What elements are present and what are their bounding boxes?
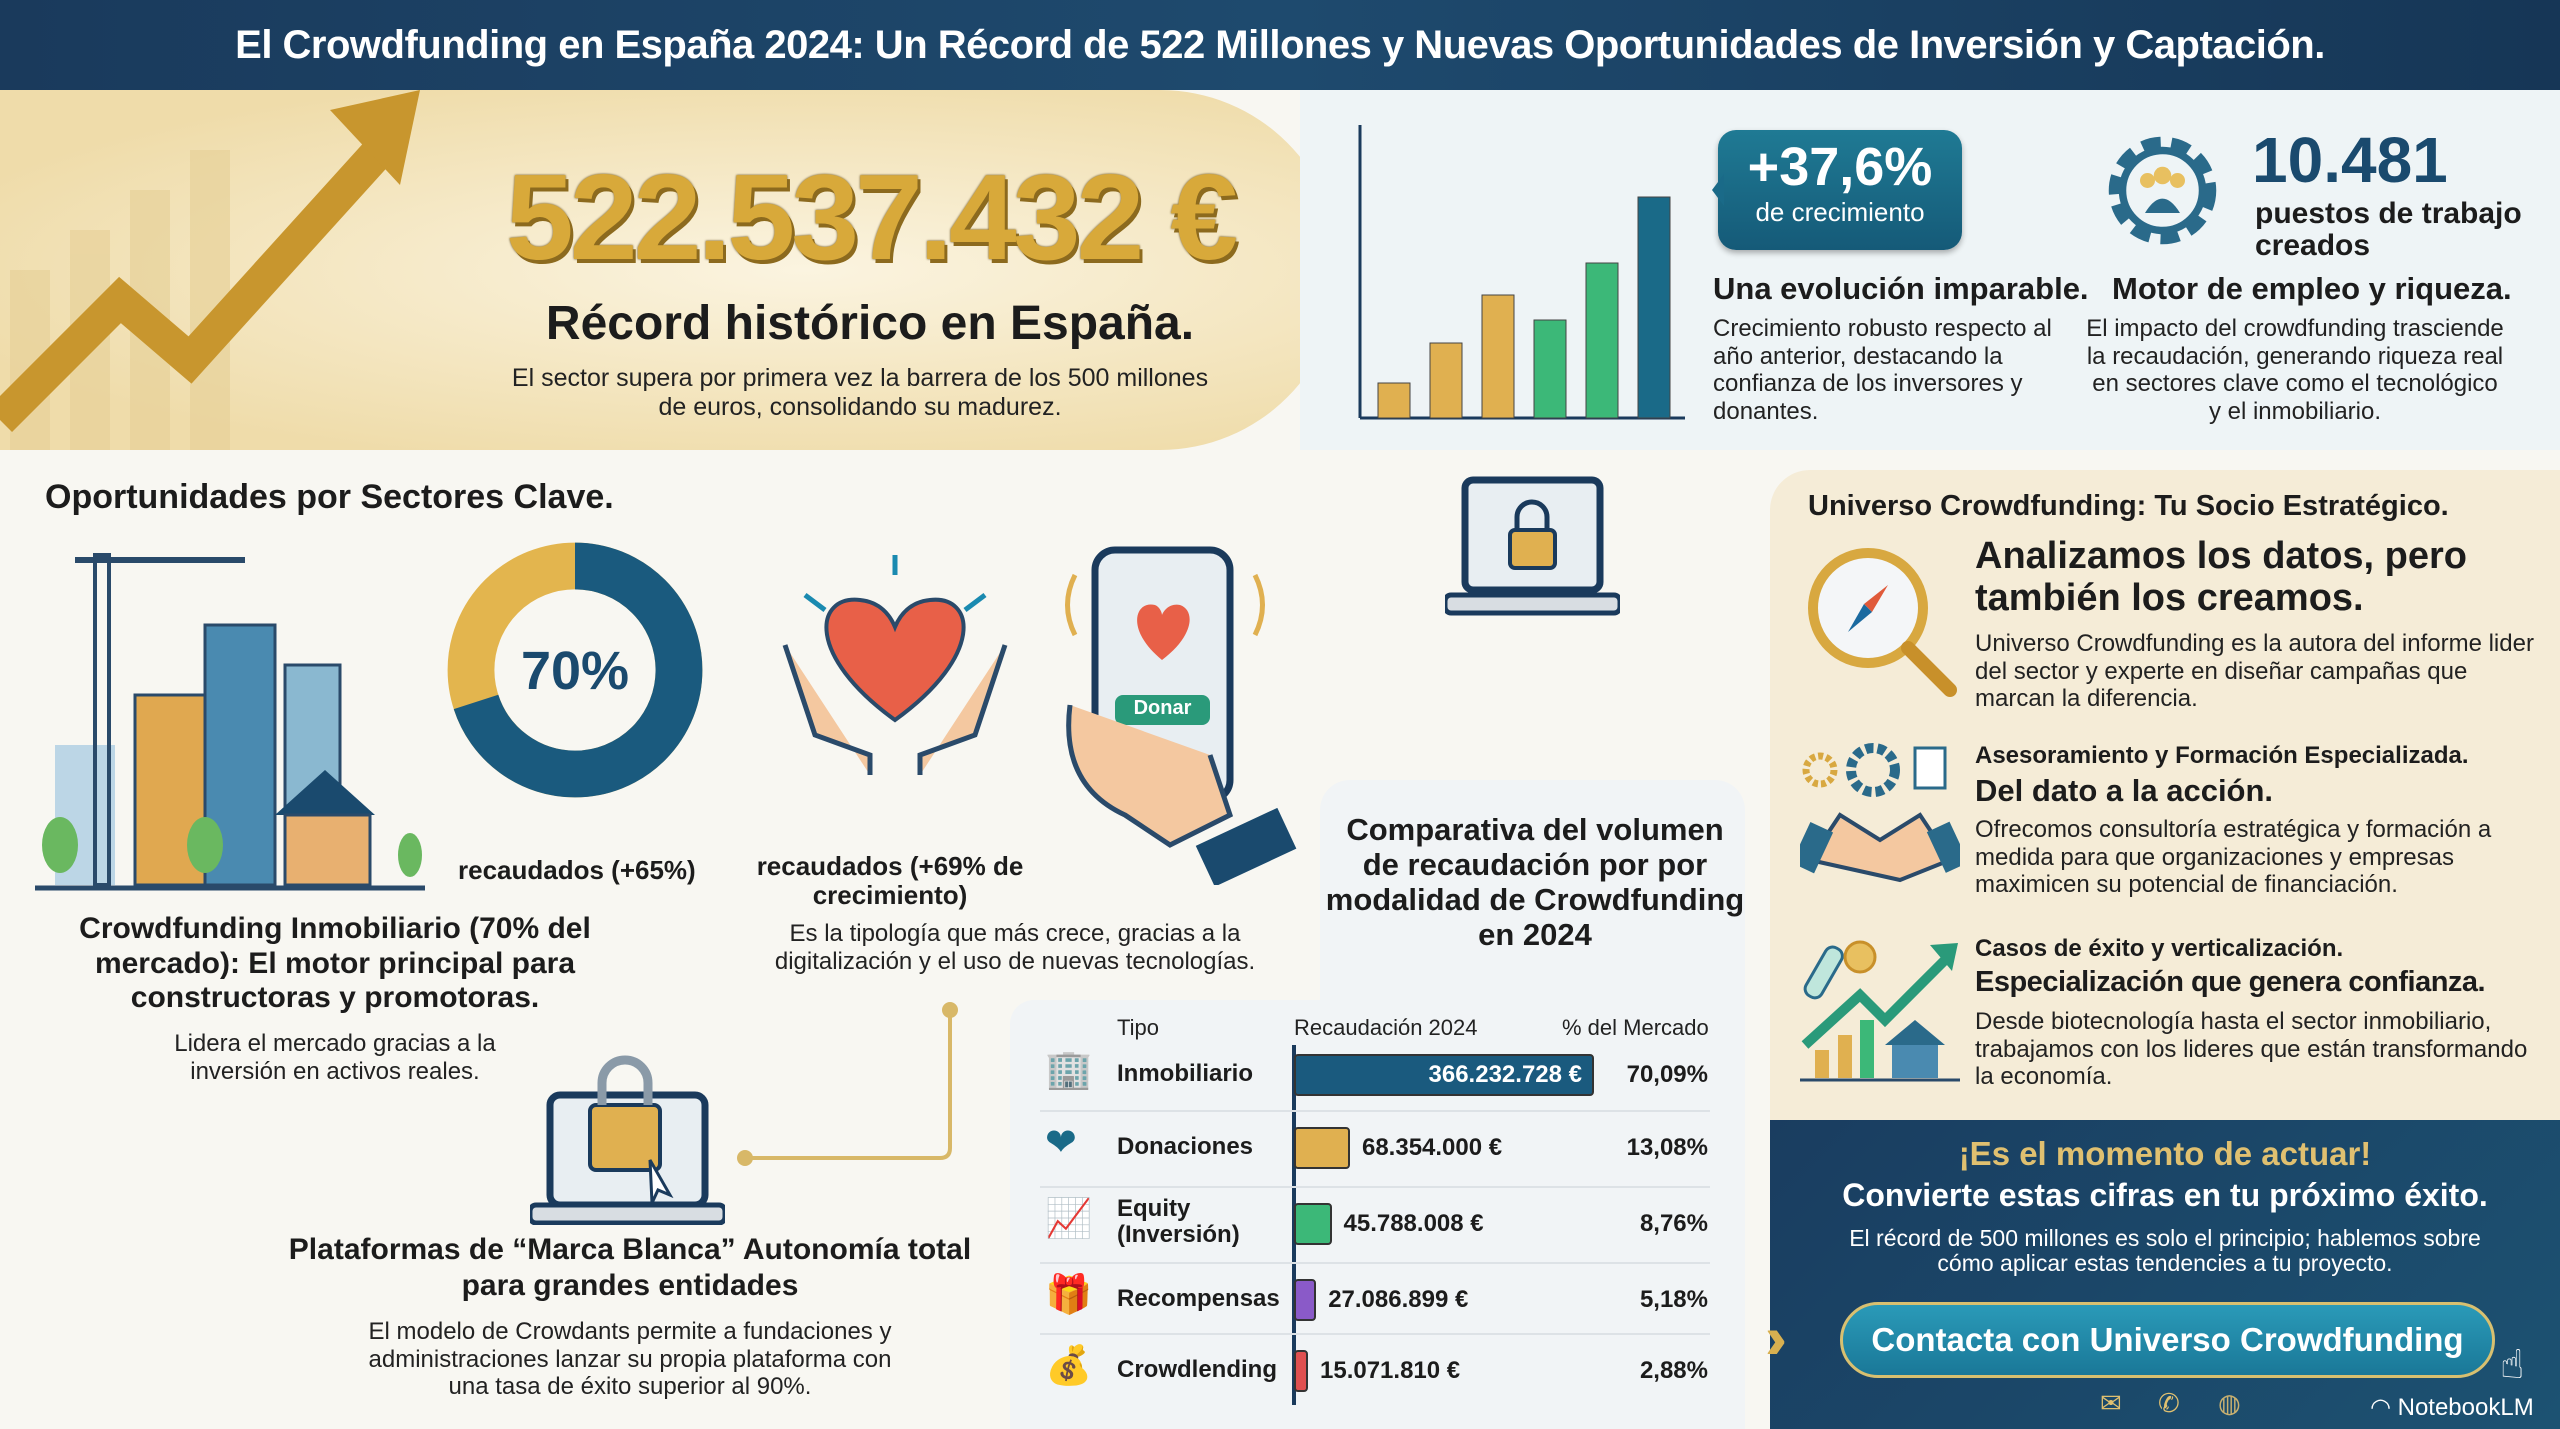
row-percent: 2,88% <box>1639 1357 1708 1384</box>
row-separator <box>1040 1110 1710 1112</box>
building-icon: 🏢 <box>1045 1049 1093 1091</box>
email-icon[interactable]: ✉ <box>2100 1388 2122 1418</box>
gear-people-icon <box>2108 136 2217 245</box>
real-estate-description: Lidera el mercado gracias a la inversión… <box>174 1030 496 1085</box>
title-bar: El Crowdfunding en España 2024: Un Récor… <box>0 0 2560 90</box>
watermark-text: NotebookLM <box>2397 1394 2534 1421</box>
donate-button[interactable]: Donar <box>1133 697 1192 719</box>
market-share-donut <box>447 542 703 798</box>
comparison-title: Comparativa del volumen de recaudación p… <box>1325 812 1745 953</box>
partner-item-2-title: Del dato a la acción. <box>1975 773 2274 808</box>
row-separator <box>1040 1333 1710 1335</box>
bar-value-label: 27.086.899 € <box>1328 1286 1469 1313</box>
growth-description: Crecimiento robusto respecto al año ante… <box>1713 315 2052 425</box>
jobs-value: 10.481 <box>2252 124 2448 196</box>
cta-description: El récord de 500 millones es solo el pri… <box>1849 1225 2481 1277</box>
globe-icon[interactable]: ◍ <box>2218 1388 2241 1418</box>
growth-chart-icon: 📈 <box>1045 1198 1093 1240</box>
partner-item-1-title: Analizamos los datos, pero también los c… <box>1975 535 2467 619</box>
heart-hands-icon <box>782 555 1008 775</box>
magnifier-compass-icon <box>1808 548 1957 697</box>
heart-hands-icon: ❤ <box>1045 1122 1077 1164</box>
bar-inmobiliario <box>1294 1054 1594 1096</box>
partner-item-3-kicker: Casos de éxito y verticalización. <box>1975 935 2344 962</box>
jobs-description: El impacto del crowdfunding trasciende l… <box>2086 315 2504 425</box>
row-type-label: Inmobiliario <box>1117 1060 1254 1087</box>
bar-value-label: 45.788.008 € <box>1343 1210 1484 1237</box>
comparison-panel <box>1320 780 1745 1010</box>
cta-kicker: ¡Es el momento de actuar! <box>1958 1135 2372 1172</box>
jobs-heading: Motor de empleo y riqueza. <box>2112 271 2512 306</box>
column-header-type: Tipo <box>1117 1015 1159 1040</box>
partner-item-1-description: Universo Crowdfunding es la autora del i… <box>1975 630 2534 713</box>
phone-donate-icon <box>1065 546 1297 885</box>
gift-icon: 🎁 <box>1045 1274 1093 1316</box>
row-percent: 13,08% <box>1626 1134 1708 1161</box>
sectors-heading: Oportunidades por Sectores Clave. <box>45 478 614 516</box>
gears-handshake-icon <box>1800 743 1960 883</box>
contact-button[interactable]: Contacta con Universo Crowdfunding <box>1840 1302 2495 1378</box>
row-separator <box>1040 1186 1710 1188</box>
bar-donaciones <box>1294 1127 1350 1169</box>
jobs-label: puestos de trabajo creados <box>2255 197 2522 262</box>
donations-description: Es la tipología que más crece, gracias a… <box>774 920 1256 975</box>
bar-recompensas <box>1294 1279 1317 1321</box>
real-estate-title: Crowdfunding Inmobiliario (70% del merca… <box>79 912 591 1014</box>
phone-icon[interactable]: ✆ <box>2158 1388 2180 1418</box>
column-header-amount: Recaudación 2024 <box>1294 1015 1478 1040</box>
partner-item-2-kicker: Asesoramiento y Formación Especializada. <box>1975 742 2469 769</box>
row-percent: 5,18% <box>1639 1286 1708 1313</box>
partner-item-2-description: Ofrecomos consultoría estratégica y form… <box>1975 816 2492 899</box>
bar-value-label: 68.354.000 € <box>1361 1134 1503 1161</box>
bar-value-label: 366.232.728 € <box>1428 1061 1582 1088</box>
rising-arrow-icon <box>0 90 420 450</box>
partner-item-3-title: Especialización que genera confianza. <box>1975 966 2486 998</box>
notebooklm-logo-icon: ◠ <box>2370 1394 2398 1421</box>
city-buildings-icon <box>35 553 425 891</box>
bar-equity <box>1294 1203 1332 1245</box>
donations-caption: recaudados (+69% de crecimiento) <box>756 851 1024 910</box>
white-label-description: El modelo de Crowdants permite a fundaci… <box>368 1318 892 1401</box>
connector-line <box>737 1002 958 1166</box>
hero-headline: Récord histórico en España. <box>545 297 1195 350</box>
column-header-percent: % del Mercado <box>1562 1015 1709 1040</box>
laptop-lock-icon <box>1445 476 1620 616</box>
bar-value-label: 15.071.810 € <box>1320 1357 1461 1384</box>
cta-headline: Convierte estas cifras en tu próximo éxi… <box>1842 1177 2488 1213</box>
chevrons-icon: ›› <box>1765 1304 1787 1371</box>
row-type-label: Donaciones <box>1117 1133 1254 1160</box>
pointer-hand-icon: ☝ <box>2500 1343 2525 1387</box>
hero-description: El sector supera por primera vez la barr… <box>511 364 1209 421</box>
row-separator <box>1040 1262 1710 1264</box>
real-estate-caption: recaudados (+65%) <box>458 855 696 885</box>
growth-value: +37,6% <box>1747 137 1933 197</box>
page-title: El Crowdfunding en España 2024: Un Récor… <box>235 22 2325 67</box>
donut-value: 70% <box>520 641 630 701</box>
growth-success-icon <box>1800 940 1960 1082</box>
row-type-label: Crowdlending <box>1117 1356 1277 1383</box>
notebooklm-watermark: ◠ NotebookLM <box>2370 1396 2534 1420</box>
donut-share-arc <box>447 542 703 798</box>
row-percent: 70,09% <box>1626 1061 1708 1088</box>
row-type-label: Recompensas <box>1117 1285 1280 1312</box>
growth-bar-chart-icon <box>1358 125 1685 420</box>
partner-item-3-description: Desde biotecnología hasta el sector inmo… <box>1975 1008 2528 1091</box>
white-label-title: Plataformas de “Marca Blanca” Autonomía … <box>288 1233 972 1302</box>
bar-crowdlending <box>1294 1350 1308 1392</box>
coin-hand-icon: 💰 <box>1045 1345 1093 1387</box>
total-amount: 522.537.432 € <box>505 149 1238 285</box>
row-type-label: Equity (Inversión) <box>1117 1195 1240 1249</box>
growth-heading: Una evolución imparable. <box>1713 271 2089 306</box>
white-label-laptop-lock-icon <box>530 1055 725 1225</box>
growth-label: de crecimiento <box>1755 197 1925 228</box>
row-percent: 8,76% <box>1639 1210 1708 1237</box>
growth-badge: +37,6% de crecimiento <box>1712 130 1962 250</box>
partner-heading: Universo Crowdfunding: Tu Socio Estratég… <box>1808 490 2449 522</box>
